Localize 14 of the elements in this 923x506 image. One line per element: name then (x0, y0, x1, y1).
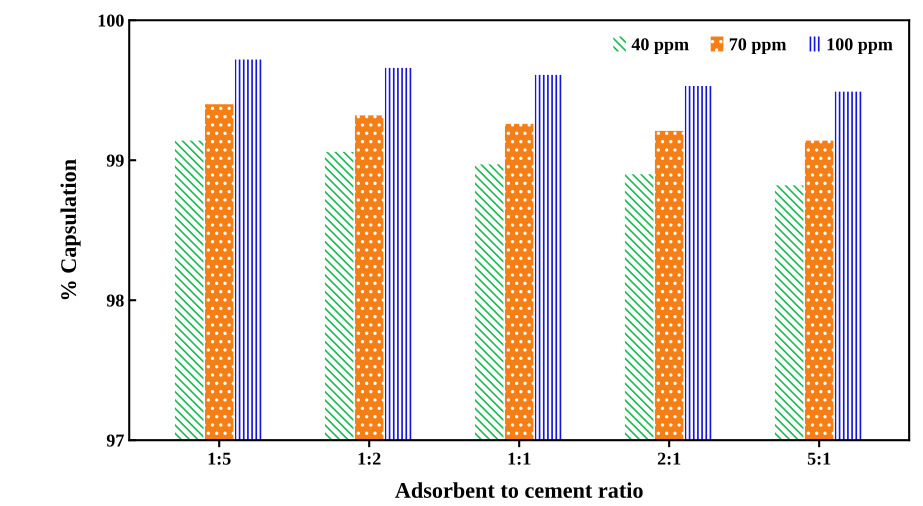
y-tick-label: 100 (98, 14, 124, 27)
x-tick-label: 1:5 (208, 452, 231, 465)
y-axis-title: % Capsulation (60, 159, 81, 300)
legend-label: 70 ppm (730, 38, 786, 54)
x-tick-label: 5:1 (808, 452, 830, 465)
x-tick-label: 2:1 (658, 452, 680, 465)
y-tick-label: 98 (106, 294, 124, 307)
legend-label: 100 ppm (828, 38, 893, 54)
y-tick-label: 97 (106, 434, 124, 447)
x-tick-label: 1:2 (358, 452, 380, 465)
y-tick-label: 99 (106, 154, 124, 167)
legend-label: 40 ppm (632, 38, 689, 54)
x-axis-title: Adsorbent to cement ratio (395, 482, 643, 498)
x-tick-label: 1:1 (508, 452, 530, 465)
